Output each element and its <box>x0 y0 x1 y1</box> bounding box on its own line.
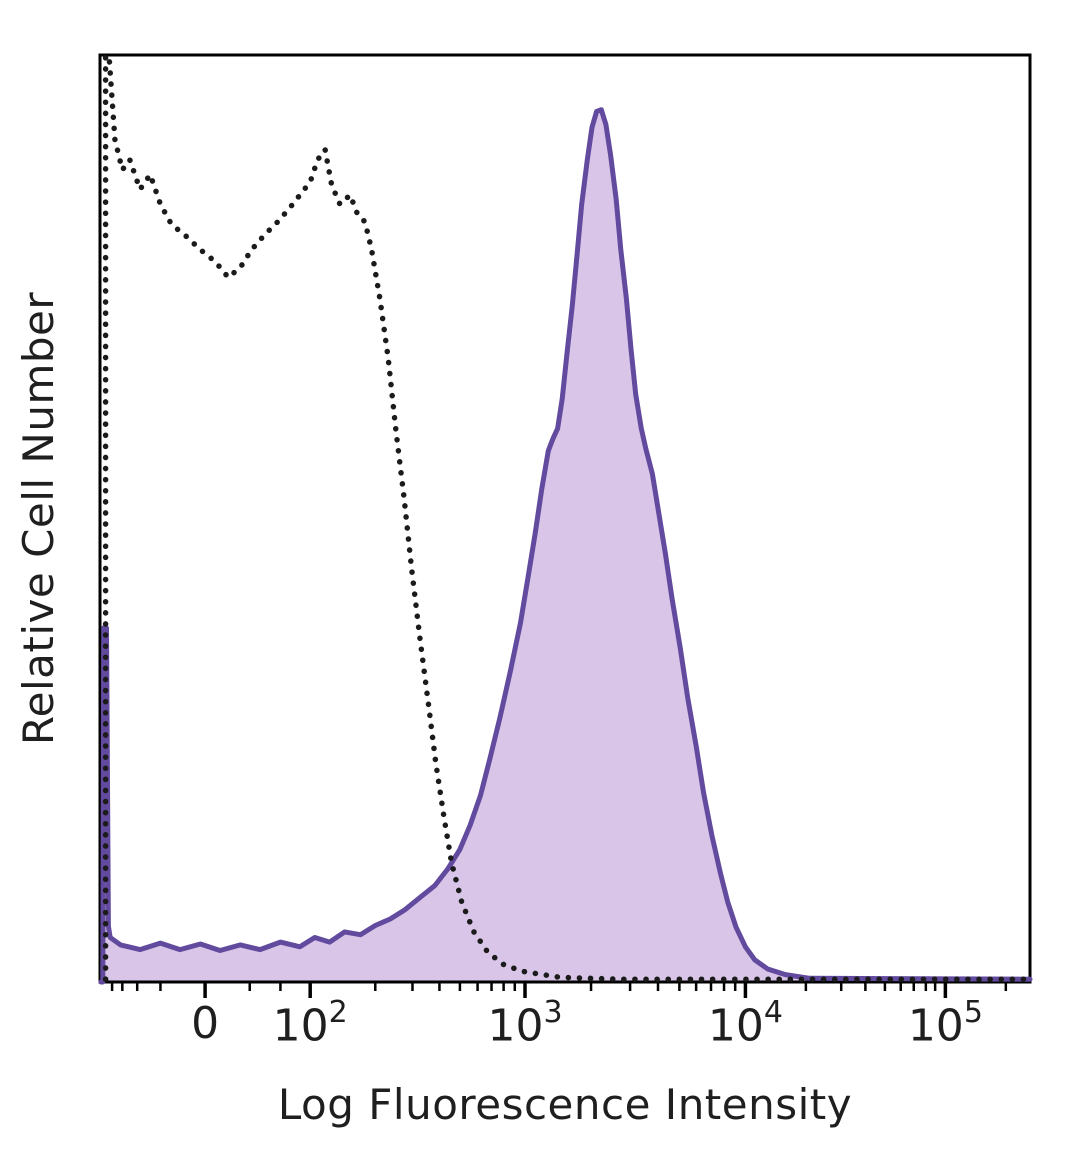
x-axis-label-text: Log Fluorescence Intensity <box>277 1080 853 1129</box>
x-axis-label: Log Fluorescence Intensity <box>100 1080 1030 1129</box>
